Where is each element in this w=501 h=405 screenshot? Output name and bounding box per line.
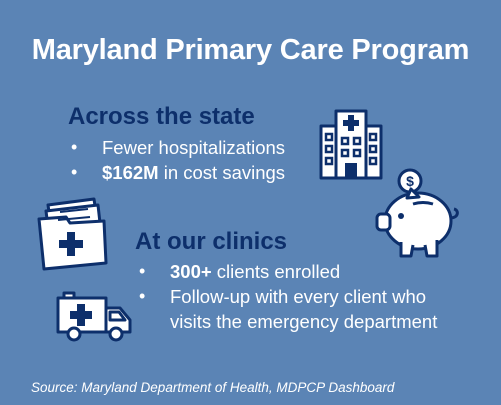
bullet-dot: • xyxy=(139,286,146,306)
bullet-dot: • xyxy=(71,137,78,157)
piggy-bank-icon: $ xyxy=(375,168,459,258)
state-section-heading: Across the state xyxy=(68,103,255,130)
list-item: • Fewer hospitalizations xyxy=(71,135,286,160)
bullet-text: Follow-up with every client who visits t… xyxy=(170,286,438,332)
list-item: • 300+ clients enrolled xyxy=(139,259,470,284)
hospital-building-icon xyxy=(319,109,383,180)
bullet-dot: • xyxy=(71,162,78,182)
coin-dollar-symbol: $ xyxy=(406,173,414,189)
medical-folder-icon xyxy=(37,197,108,271)
bullet-text: Fewer hospitalizations xyxy=(102,137,286,158)
bullet-text: clients enrolled xyxy=(211,261,341,282)
bullet-text: in cost savings xyxy=(158,162,286,183)
page-title: Maryland Primary Care Program xyxy=(31,34,470,66)
list-item: • Follow-up with every client who visits … xyxy=(139,284,470,334)
state-bullet-list: • Fewer hospitalizations • $162M in cost s… xyxy=(71,135,286,185)
clinic-bullet-list: • 300+ clients enrolled • Follow-up with e… xyxy=(139,259,470,334)
bullet-bold-text: 300+ xyxy=(170,261,212,282)
bullet-dot: • xyxy=(139,261,146,281)
bullet-bold-text: $162M xyxy=(102,162,159,183)
list-item: • $162M in cost savings xyxy=(71,160,286,185)
clinic-section-heading: At our clinics xyxy=(135,228,288,255)
source-citation: Source: Maryland Department of Health, M… xyxy=(31,380,395,395)
ambulance-icon xyxy=(56,291,132,342)
